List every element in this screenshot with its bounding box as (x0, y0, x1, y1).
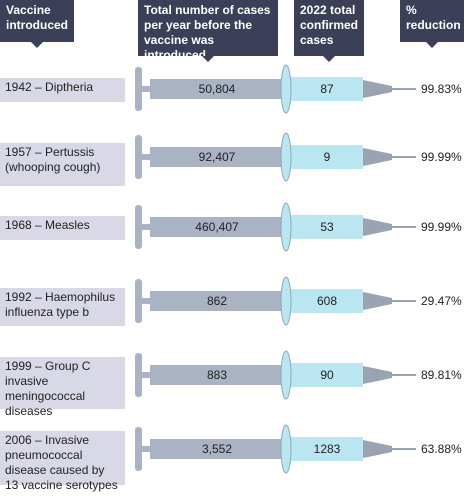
syringe-icon: 92,407 9 (135, 132, 416, 182)
table-row: 3,552 1283 2006 – Invasive pneumococcal di… (0, 422, 464, 492)
barrel-divider (280, 424, 292, 474)
header-confirmed-2022: 2022 total confirmed cases (294, 0, 364, 62)
table-row: 862 608 1992 – Haemophilus influenza type … (0, 274, 464, 334)
nozzle (363, 440, 392, 458)
header-vaccine-introduced: Vaccine introduced (0, 0, 74, 48)
plunger-rod (141, 446, 151, 452)
percent-reduction-value: 99.99% (421, 220, 462, 234)
confirmed-2022-value: 1283 (314, 442, 341, 456)
barrel-confirmed (289, 145, 363, 169)
cases-before-value: 862 (207, 294, 227, 308)
needle (392, 374, 416, 376)
vaccine-label: 1992 – Haemophilus influenza type b (0, 288, 125, 326)
barrel-before (150, 291, 284, 311)
cases-before-value: 883 (207, 368, 227, 382)
confirmed-2022-value: 90 (320, 368, 334, 382)
vaccine-label: 1968 – Measles (0, 216, 125, 240)
plunger-flange (135, 205, 142, 249)
barrel-confirmed (289, 437, 363, 461)
plunger-rod (141, 154, 151, 160)
plunger-rod (141, 224, 151, 230)
barrel-divider (280, 202, 292, 252)
percent-reduction-value: 63.88% (421, 442, 462, 456)
vaccine-label: 1942 – Diptheria (0, 78, 125, 102)
needle (392, 300, 416, 302)
plunger-flange (135, 67, 142, 111)
percent-reduction-value: 99.83% (421, 82, 462, 96)
confirmed-2022-value: 87 (320, 82, 334, 96)
needle (392, 226, 416, 228)
cases-before-value: 92,407 (199, 150, 236, 164)
percent-reduction-value: 29.47% (421, 294, 462, 308)
cases-before-value: 3,552 (202, 442, 232, 456)
vaccine-label: 1957 – Pertussis (whooping cough) (0, 143, 125, 186)
syringe-icon: 883 90 (135, 350, 416, 400)
syringe-icon: 862 608 (135, 276, 416, 326)
barrel-divider (280, 350, 292, 400)
barrel-confirmed (289, 289, 363, 313)
barrel-divider (280, 64, 292, 114)
nozzle (363, 292, 392, 310)
barrel-before (150, 147, 284, 167)
percent-reduction-value: 99.99% (421, 150, 462, 164)
barrel-confirmed (289, 77, 363, 101)
nozzle (363, 218, 392, 236)
plunger-flange (135, 427, 142, 471)
nozzle (363, 366, 392, 384)
plunger-flange (135, 135, 142, 179)
confirmed-2022-value: 608 (317, 294, 337, 308)
plunger-flange (135, 279, 142, 323)
table-row: 92,407 9 1957 – Pertussis (whooping cough)… (0, 130, 464, 190)
barrel-confirmed (289, 215, 363, 239)
plunger-flange (135, 353, 142, 397)
barrel-before (150, 217, 284, 237)
needle (392, 88, 416, 90)
barrel-before (150, 365, 284, 385)
plunger-rod (141, 372, 151, 378)
syringe-icon: 3,552 1283 (135, 424, 416, 474)
table-row: 460,407 53 1968 – Measles 99.99% (0, 200, 464, 260)
confirmed-2022-value: 9 (324, 150, 331, 164)
needle (392, 156, 416, 158)
barrel-divider (280, 132, 292, 182)
vaccine-label: 1999 – Group C invasive meningococcal di… (0, 357, 125, 418)
syringe-icon: 50,804 87 (135, 64, 416, 114)
cases-before-value: 50,804 (199, 82, 236, 96)
plunger-rod (141, 298, 151, 304)
table-row: 50,804 87 1942 – Diptheria 99.83% (0, 62, 464, 122)
percent-reduction-value: 89.81% (421, 368, 462, 382)
needle (392, 448, 416, 450)
barrel-divider (280, 276, 292, 326)
header-cases-before: Total number of cases per year before th… (138, 0, 278, 62)
barrel-before (150, 439, 284, 459)
barrel-confirmed (289, 363, 363, 387)
nozzle (363, 148, 392, 166)
header-percent-reduction: % reduction (400, 0, 464, 48)
confirmed-2022-value: 53 (320, 220, 334, 234)
table-row: 883 90 1999 – Group C invasive meningococc… (0, 348, 464, 418)
cases-before-value: 460,407 (195, 220, 239, 234)
syringe-icon: 460,407 53 (135, 202, 416, 252)
plunger-rod (141, 86, 151, 92)
nozzle (363, 80, 392, 98)
vaccine-label: 2006 – Invasive pneumococcal disease cau… (0, 431, 125, 492)
barrel-before (150, 79, 284, 99)
